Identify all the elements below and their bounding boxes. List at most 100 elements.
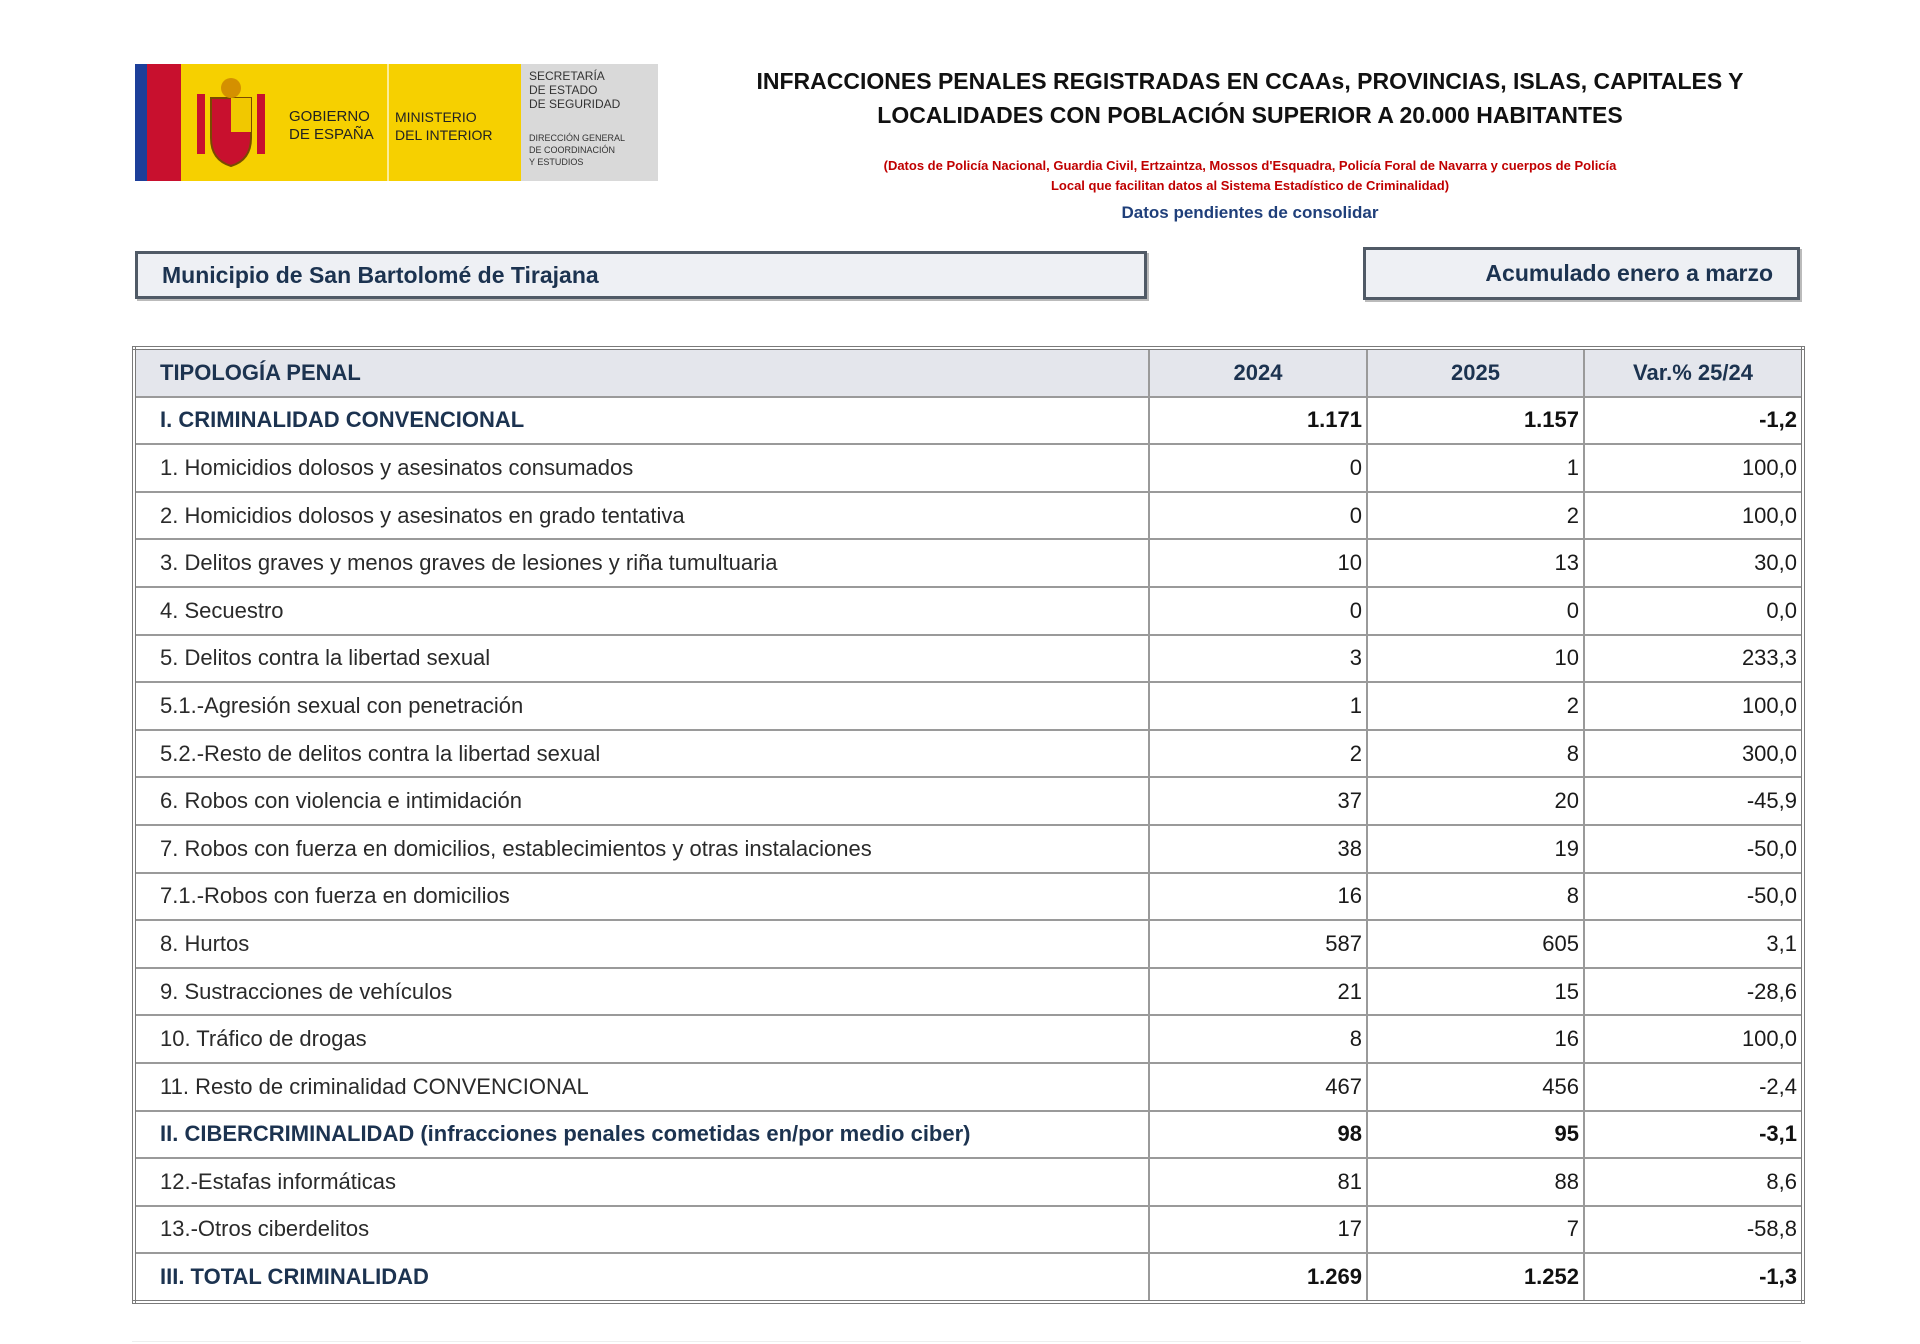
row-label: 12.-Estafas informáticas — [133, 1157, 1150, 1207]
crime-table: TIPOLOGÍA PENAL 2024 2025 Var.% 25/24 I. CR… — [132, 346, 1805, 1304]
table-row: 5.2.-Resto de delitos contra la libertad… — [133, 728, 1804, 779]
cell-value: 1.269 — [1148, 1252, 1368, 1303]
table-row: II. CIBERCRIMINALIDAD (infracciones pena… — [133, 1109, 1804, 1160]
text-line: (Datos de Policía Nacional, Guardia Civi… — [883, 158, 1617, 173]
flag-strip — [147, 64, 181, 181]
cell-value: 0 — [1148, 585, 1368, 636]
table-row: III. TOTAL CRIMINALIDAD 1.269 1.252 -1,3 — [133, 1252, 1804, 1303]
row-label: 5.2.-Resto de delitos contra la libertad… — [133, 728, 1150, 779]
cell-value: 0,0 — [1583, 585, 1804, 636]
municipality: Municipio de San Bartolomé de Tirajana — [135, 251, 1147, 299]
cell-value: 8,6 — [1583, 1157, 1804, 1207]
row-label: 1. Homicidios dolosos y asesinatos consu… — [133, 443, 1150, 493]
table-row: 9. Sustracciones de vehículos 21 15 -28,6 — [133, 966, 1804, 1017]
cell-value: 3 — [1148, 633, 1368, 684]
table-row: 13.-Otros ciberdelitos 17 7 -58,8 — [133, 1204, 1804, 1255]
cell-value: 30,0 — [1583, 538, 1804, 588]
cell-value: 95 — [1366, 1109, 1585, 1160]
source-note: (Datos de Policía Nacional, Guardia Civi… — [700, 156, 1800, 196]
text-line: MINISTERIO — [395, 109, 477, 125]
text-line: LOCALIDADES CON POBLACIÓN SUPERIOR A 20.… — [877, 102, 1623, 128]
row-label: II. CIBERCRIMINALIDAD (infracciones pena… — [133, 1109, 1150, 1160]
cell-value: 16 — [1366, 1014, 1585, 1064]
cell-value: -50,0 — [1583, 871, 1804, 922]
cell-value: 7 — [1366, 1204, 1585, 1255]
table-row: 10. Tráfico de drogas 8 16 100,0 — [133, 1014, 1804, 1064]
table-row: 5.1.-Agresión sexual con penetración 1 2 10… — [133, 681, 1804, 731]
cell-value: 100,0 — [1583, 490, 1804, 541]
cell-value: -1,2 — [1583, 395, 1804, 446]
row-label: 13.-Otros ciberdelitos — [133, 1204, 1150, 1255]
cell-value: 1 — [1366, 443, 1585, 493]
row-label: 8. Hurtos — [133, 919, 1150, 969]
cell-value: 2 — [1148, 728, 1368, 779]
cell-value: 21 — [1148, 966, 1368, 1017]
cell-value: 8 — [1366, 871, 1585, 922]
row-label: 10. Tráfico de drogas — [133, 1014, 1150, 1064]
cell-value: 81 — [1148, 1157, 1368, 1207]
logo: GOBIERNO DE ESPAÑA MINISTERIO DEL INTERIOR… — [135, 64, 658, 181]
text-line: DEL INTERIOR — [395, 127, 493, 143]
cell-value: 456 — [1366, 1061, 1585, 1112]
cell-value: 233,3 — [1583, 633, 1804, 684]
cell-value: 1.171 — [1148, 395, 1368, 446]
logo-ministerio: MINISTERIO DEL INTERIOR — [395, 108, 493, 144]
table-row: 1. Homicidios dolosos y asesinatos consu… — [133, 443, 1804, 493]
cell-value: 38 — [1148, 823, 1368, 874]
text-line: SECRETARÍA — [529, 69, 605, 83]
cell-value: 605 — [1366, 919, 1585, 969]
eu-strip — [135, 64, 147, 181]
cell-value: 1.157 — [1366, 395, 1585, 446]
table-row: 8. Hurtos 587 605 3,1 — [133, 919, 1804, 969]
text-line: DE ESTADO — [529, 83, 598, 97]
status: Datos pendientes de consolidar — [1121, 203, 1379, 222]
cell-value: 0 — [1148, 443, 1368, 493]
cell-value: 2 — [1366, 681, 1585, 731]
coat-of-arms — [197, 78, 265, 168]
row-label: 7. Robos con fuerza en domicilios, estab… — [133, 823, 1150, 874]
row-label: 4. Secuestro — [133, 585, 1150, 636]
row-label: 6. Robos con violencia e intimidación — [133, 776, 1150, 826]
row-label: 7.1.-Robos con fuerza en domicilios — [133, 871, 1150, 922]
table-row: 4. Secuestro 0 0 0,0 — [133, 585, 1804, 636]
column-header: TIPOLOGÍA PENAL — [133, 347, 1150, 398]
cell-value: 2 — [1366, 490, 1585, 541]
rule — [132, 1341, 1801, 1342]
cell-value: -50,0 — [1583, 823, 1804, 874]
cell-value: 15 — [1366, 966, 1585, 1017]
cell-value: 10 — [1148, 538, 1368, 588]
table-row: I. CRIMINALIDAD CONVENCIONAL 1.171 1.157 -1… — [133, 395, 1804, 446]
title: INFRACCIONES PENALES REGISTRADAS EN CCAA… — [700, 64, 1800, 132]
cell-value: 467 — [1148, 1061, 1368, 1112]
text-line: DIRECCIÓN GENERAL — [529, 133, 626, 143]
column-header: 2025 — [1366, 347, 1585, 398]
header-row: TIPOLOGÍA PENAL 2024 2025 Var.% 25/24 — [133, 347, 1804, 398]
logo-secretaria: SECRETARÍA DE ESTADO DE SEGURIDAD — [529, 69, 620, 111]
column-header: Var.% 25/24 — [1583, 347, 1804, 398]
table-row: 11. Resto de criminalidad CONVENCIONAL 46… — [133, 1061, 1804, 1112]
cell-value: 300,0 — [1583, 728, 1804, 779]
cell-value: 19 — [1366, 823, 1585, 874]
row-label: 3. Delitos graves y menos graves de lesi… — [133, 538, 1150, 588]
period: Acumulado enero a marzo — [1363, 247, 1800, 300]
cell-value: 100,0 — [1583, 681, 1804, 731]
row-label: 11. Resto de criminalidad CONVENCIONAL — [133, 1061, 1150, 1112]
cell-value: 100,0 — [1583, 1014, 1804, 1064]
cell-value: 1 — [1148, 681, 1368, 731]
logo-panel — [521, 64, 658, 181]
cell-value: 37 — [1148, 776, 1368, 826]
text-line: Local que facilitan datos al Sistema Est… — [1050, 178, 1450, 193]
cell-value: -58,8 — [1583, 1204, 1804, 1255]
cell-value: 13 — [1366, 538, 1585, 588]
cell-value: 17 — [1148, 1204, 1368, 1255]
cell-value: 587 — [1148, 919, 1368, 969]
cell-value: -3,1 — [1583, 1109, 1804, 1160]
row-label: I. CRIMINALIDAD CONVENCIONAL — [133, 395, 1150, 446]
table-row: 2. Homicidios dolosos y asesinatos en gr… — [133, 490, 1804, 541]
table-row: 7.1.-Robos con fuerza en domicilios 16 8 -5… — [133, 871, 1804, 922]
text-line: DE COORDINACIÓN — [529, 145, 616, 155]
cell-value: 3,1 — [1583, 919, 1804, 969]
table-row: 7. Robos con fuerza en domicilios, estab… — [133, 823, 1804, 874]
row-label: III. TOTAL CRIMINALIDAD — [133, 1252, 1150, 1303]
